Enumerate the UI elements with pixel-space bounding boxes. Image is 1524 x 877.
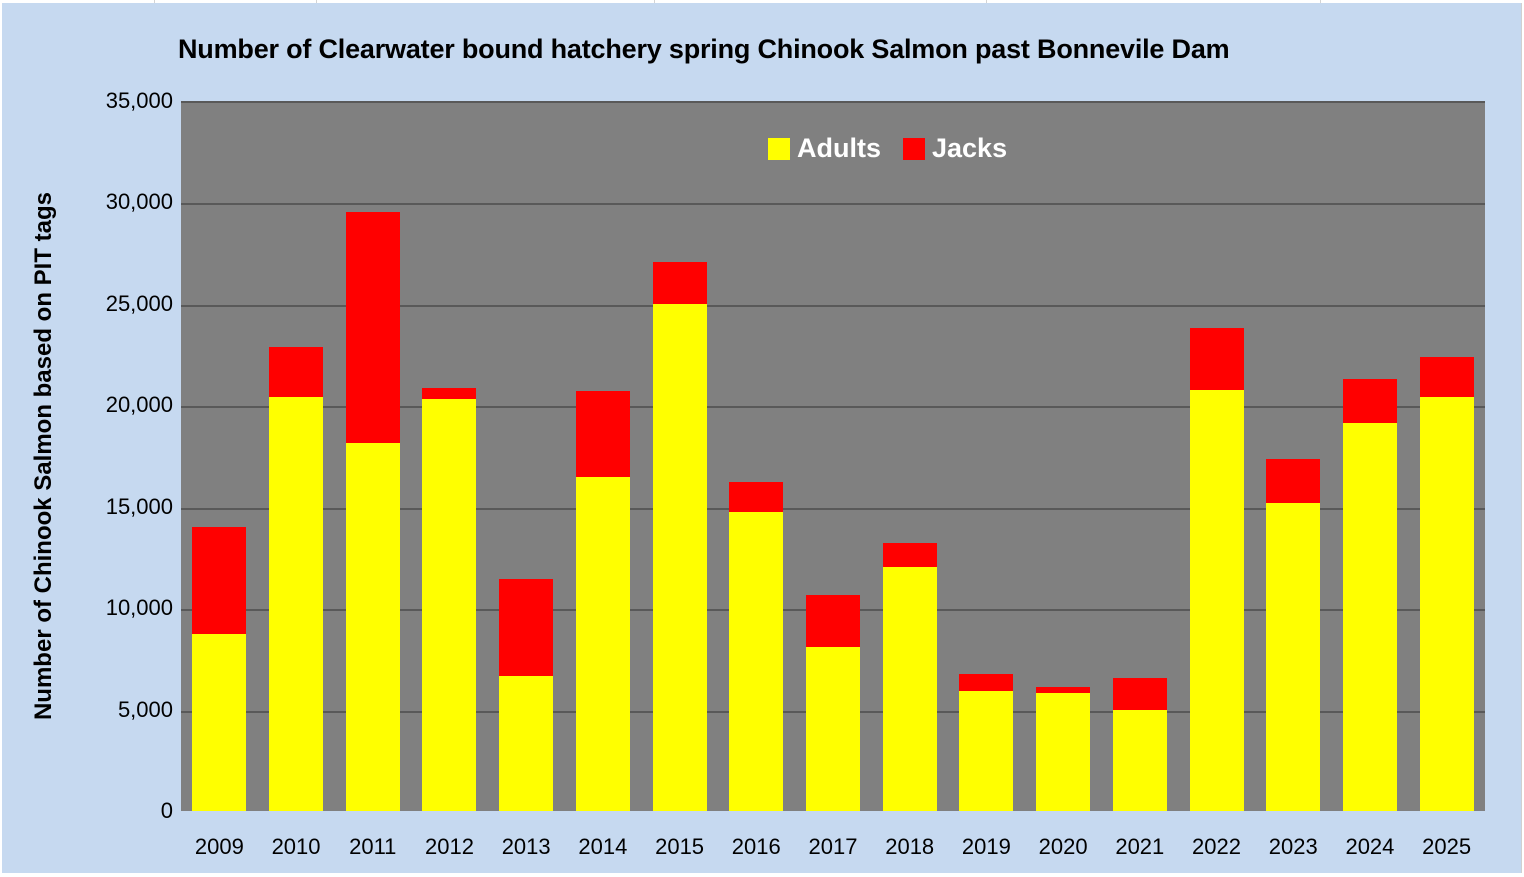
- bar-segment-adults[interactable]: [192, 633, 247, 811]
- x-tick-label: 2019: [961, 834, 1011, 859]
- x-tick-label: 2023: [1268, 834, 1318, 859]
- x-tick-label: 2017: [808, 834, 858, 859]
- bar-2023[interactable]: [1266, 458, 1321, 811]
- bar-segment-adults[interactable]: [729, 511, 784, 811]
- x-tick-label: 2013: [501, 834, 551, 859]
- bar-segment-jacks[interactable]: [1036, 686, 1091, 693]
- x-tick-label: 2016: [731, 834, 781, 859]
- bar-segment-adults[interactable]: [1036, 692, 1091, 811]
- bar-segment-adults[interactable]: [959, 690, 1014, 811]
- bar-segment-adults[interactable]: [499, 675, 554, 811]
- x-tick-label: 2025: [1422, 834, 1472, 859]
- x-tick-label: 2020: [1038, 834, 1088, 859]
- x-tick-label: 2010: [271, 834, 321, 859]
- bar-segment-jacks[interactable]: [1419, 357, 1474, 398]
- bar-2024[interactable]: [1342, 378, 1397, 811]
- bar-2009[interactable]: [192, 526, 247, 811]
- bar-segment-adults[interactable]: [1419, 397, 1474, 811]
- bar-2022[interactable]: [1189, 328, 1244, 811]
- y-tick-label: 25,000: [105, 290, 173, 316]
- y-tick-label: 5,000: [117, 696, 173, 722]
- x-tick-label: 2009: [194, 834, 244, 859]
- y-tick-label: 35,000: [105, 88, 173, 113]
- bar-segment-jacks[interactable]: [1266, 458, 1321, 503]
- bar-2020[interactable]: [1036, 686, 1091, 811]
- legend[interactable]: Adults Jacks: [768, 133, 1021, 164]
- bar-segment-adults[interactable]: [1112, 709, 1167, 811]
- x-tick-label: 2012: [424, 834, 474, 859]
- bar-segment-adults[interactable]: [345, 443, 400, 811]
- bar-segment-adults[interactable]: [1189, 390, 1244, 811]
- bar-segment-jacks[interactable]: [499, 578, 554, 676]
- x-tick-label: 2014: [578, 834, 628, 859]
- cell-divider: [986, 0, 987, 3]
- legend-label-jacks: Jacks: [932, 133, 1008, 163]
- bar-segment-adults[interactable]: [882, 566, 937, 811]
- bar-segment-jacks[interactable]: [1112, 677, 1167, 710]
- cell-divider: [154, 0, 155, 3]
- bar-segment-jacks[interactable]: [1189, 328, 1244, 391]
- x-tick-label: 2015: [655, 834, 705, 859]
- y-tick-label: 10,000: [105, 595, 173, 621]
- bar-segment-adults[interactable]: [1266, 502, 1321, 811]
- bar-segment-jacks[interactable]: [575, 390, 630, 477]
- bar-segment-adults[interactable]: [806, 646, 860, 811]
- bar-segment-adults[interactable]: [652, 304, 707, 811]
- bar-segment-jacks[interactable]: [729, 481, 784, 512]
- y-tick-label: 30,000: [105, 189, 173, 215]
- gridline: [181, 304, 1485, 307]
- x-tick-label: 2024: [1345, 834, 1395, 859]
- cell-divider: [316, 0, 317, 3]
- bar-segment-jacks[interactable]: [652, 262, 707, 305]
- legend-label-adults: Adults: [797, 133, 881, 163]
- legend-item-adults[interactable]: Adults: [768, 133, 881, 164]
- x-tick-label: 2018: [885, 834, 935, 859]
- cell-divider: [1320, 0, 1321, 3]
- bar-segment-adults[interactable]: [269, 397, 324, 811]
- bar-2012[interactable]: [422, 388, 477, 811]
- bar-segment-jacks[interactable]: [192, 526, 247, 634]
- legend-item-jacks[interactable]: Jacks: [903, 133, 1007, 164]
- jacks-swatch-icon: [903, 137, 925, 160]
- bar-2016[interactable]: [729, 481, 784, 811]
- bar-segment-jacks[interactable]: [959, 673, 1014, 691]
- gridline: [181, 507, 1485, 510]
- bar-segment-adults[interactable]: [422, 399, 477, 811]
- bar-segment-jacks[interactable]: [882, 542, 937, 567]
- plot-area[interactable]: [181, 101, 1485, 811]
- x-tick-label: 2022: [1192, 834, 1241, 859]
- bar-segment-adults[interactable]: [575, 476, 630, 811]
- bar-2013[interactable]: [499, 578, 554, 811]
- bar-2014[interactable]: [575, 390, 630, 811]
- bar-2017[interactable]: [806, 594, 860, 811]
- bar-2021[interactable]: [1112, 677, 1167, 811]
- bar-2019[interactable]: [959, 673, 1014, 811]
- y-tick-label: 20,000: [105, 392, 173, 418]
- bar-2025[interactable]: [1419, 357, 1474, 811]
- bar-segment-jacks[interactable]: [422, 388, 477, 400]
- bar-segment-jacks[interactable]: [269, 347, 324, 398]
- y-axis-title: Number of Chinook Salmon based on PIT ta…: [30, 191, 57, 721]
- y-tick-label: 15,000: [105, 493, 173, 519]
- y-tick-label: 0: [160, 798, 173, 823]
- bar-2015[interactable]: [652, 262, 707, 811]
- bar-2018[interactable]: [882, 542, 937, 811]
- chart-title: Number of Clearwater bound hatchery spri…: [178, 34, 1230, 64]
- bar-segment-jacks[interactable]: [806, 594, 860, 647]
- x-tick-label: 2021: [1115, 834, 1165, 859]
- bar-segment-jacks[interactable]: [1342, 378, 1397, 423]
- bar-2011[interactable]: [345, 212, 400, 811]
- x-tick-label: 2011: [349, 834, 397, 859]
- bar-2010[interactable]: [269, 347, 324, 811]
- gridline: [181, 406, 1485, 409]
- adults-swatch-icon: [768, 137, 790, 160]
- cell-divider: [654, 0, 655, 3]
- gridline: [181, 203, 1485, 206]
- bar-segment-jacks[interactable]: [345, 212, 400, 444]
- bar-segment-adults[interactable]: [1342, 422, 1397, 811]
